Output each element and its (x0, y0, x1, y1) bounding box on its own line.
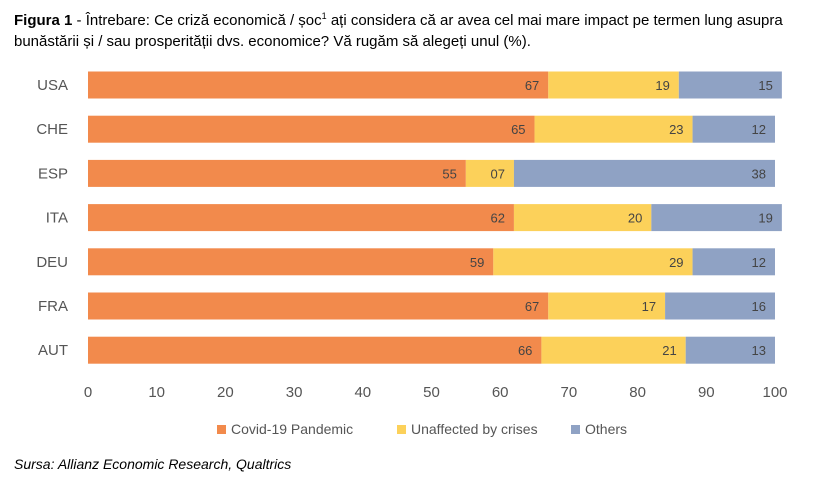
bar-ita-unaffected-by-crises (513, 204, 652, 232)
caption-question-part2: ați considera că ar avea cel mai mare im… (14, 12, 783, 50)
category-label-esp: ESP (38, 165, 68, 182)
x-tick-label: 60 (492, 384, 509, 401)
x-tick-label: 30 (286, 384, 303, 401)
value-label-che-covid-19-pandemic: 65 (511, 122, 525, 137)
value-label-fra-others: 16 (752, 299, 766, 314)
value-label-esp-others: 38 (752, 166, 766, 181)
x-tick-label: 40 (354, 384, 371, 401)
x-tick-label: 10 (148, 384, 165, 401)
bar-usa-unaffected-by-crises (548, 71, 679, 99)
value-label-ita-covid-19-pandemic: 62 (490, 211, 504, 226)
x-tick-label: 20 (217, 384, 234, 401)
value-label-ita-others: 19 (758, 211, 772, 226)
bar-esp-covid-19-pandemic (88, 159, 466, 187)
figure-number: Figura 1 (14, 12, 73, 29)
bar-che-others (692, 115, 775, 143)
legend-label-others: Others (585, 421, 627, 437)
value-label-usa-others: 15 (758, 78, 772, 93)
legend-swatch-unaffected-by-crises (397, 425, 406, 434)
x-tick-label: 80 (629, 384, 646, 401)
category-label-fra: FRA (38, 298, 68, 315)
value-label-usa-unaffected-by-crises: 19 (655, 78, 669, 93)
value-label-deu-unaffected-by-crises: 29 (669, 255, 683, 270)
caption-separator: - (72, 12, 86, 29)
figure-caption: Figura 1 - Întrebare: Ce criză economică… (14, 10, 804, 52)
legend-label-covid-19-pandemic: Covid-19 Pandemic (231, 421, 353, 437)
value-label-usa-covid-19-pandemic: 67 (525, 78, 539, 93)
legend: Covid-19 Pandemic Unaffected by crises Oth… (217, 421, 627, 437)
value-label-che-unaffected-by-crises: 23 (669, 122, 683, 137)
caption-question-part1: Întrebare: Ce criză economică / șoc (85, 12, 322, 29)
bar-ita-others (651, 204, 782, 232)
bar-fra-covid-19-pandemic (88, 292, 549, 320)
bar-aut-covid-19-pandemic (88, 336, 542, 364)
bars-group: USA 67 19 15 CHE 65 23 12 ESP 55 07 38 ITA 62 20 19 DEU 5… (36, 71, 782, 364)
x-tick-label: 0 (84, 384, 92, 401)
x-tick-label: 50 (423, 384, 440, 401)
category-label-ita: ITA (46, 210, 68, 227)
value-label-fra-unaffected-by-crises: 17 (642, 299, 656, 314)
footnote-mark: 1 (321, 11, 327, 21)
x-axis: 0 10 20 30 40 50 60 70 80 90 100 (84, 384, 788, 401)
legend-swatch-covid-19-pandemic (217, 425, 226, 434)
x-tick-label: 90 (698, 384, 715, 401)
bar-che-covid-19-pandemic (88, 115, 535, 143)
bar-usa-covid-19-pandemic (88, 71, 549, 99)
value-label-deu-covid-19-pandemic: 59 (470, 255, 484, 270)
bar-esp-unaffected-by-crises (465, 159, 514, 187)
value-label-aut-unaffected-by-crises: 21 (662, 343, 676, 358)
value-label-esp-covid-19-pandemic: 55 (442, 166, 456, 181)
bar-deu-covid-19-pandemic (88, 248, 494, 276)
bar-fra-others (665, 292, 775, 320)
bar-usa-others (678, 71, 782, 99)
value-label-che-others: 12 (752, 122, 766, 137)
category-label-usa: USA (37, 77, 68, 94)
bar-aut-unaffected-by-crises (541, 336, 686, 364)
x-tick-label: 100 (762, 384, 787, 401)
x-tick-label: 70 (561, 384, 578, 401)
value-label-deu-others: 12 (752, 255, 766, 270)
value-label-aut-others: 13 (752, 343, 766, 358)
bar-esp-others (513, 159, 775, 187)
legend-label-unaffected-by-crises: Unaffected by crises (411, 421, 538, 437)
legend-swatch-others (571, 425, 580, 434)
category-label-che: CHE (36, 121, 68, 138)
bar-che-unaffected-by-crises (534, 115, 693, 143)
bar-fra-unaffected-by-crises (548, 292, 666, 320)
bar-ita-covid-19-pandemic (88, 204, 514, 232)
bar-deu-unaffected-by-crises (493, 248, 693, 276)
category-label-aut: AUT (38, 342, 68, 359)
category-label-deu: DEU (36, 254, 68, 271)
bar-deu-others (692, 248, 775, 276)
value-label-fra-covid-19-pandemic: 67 (525, 299, 539, 314)
value-label-esp-unaffected-by-crises: 07 (490, 166, 504, 181)
value-label-ita-unaffected-by-crises: 20 (628, 211, 642, 226)
value-label-aut-covid-19-pandemic: 66 (518, 343, 532, 358)
source-note: Sursa: Allianz Economic Research, Qualtr… (14, 456, 292, 472)
bar-aut-others (685, 336, 775, 364)
